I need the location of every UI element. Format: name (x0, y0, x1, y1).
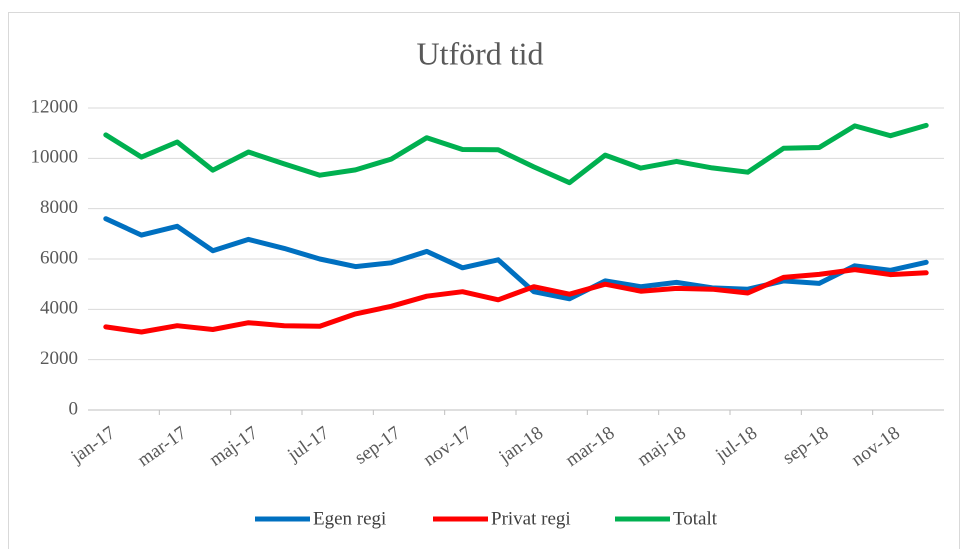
legend-label: Egen regi (313, 508, 386, 529)
y-tick-label: 0 (69, 398, 79, 419)
y-tick-label: 10000 (31, 147, 79, 168)
series-line (103, 267, 929, 335)
series-line (103, 216, 929, 302)
y-tick-label: 2000 (40, 348, 78, 369)
series-line (103, 122, 929, 186)
legend-label: Privat regi (491, 508, 571, 529)
y-tick-label: 4000 (40, 298, 78, 319)
chart-title: Utförd tid (416, 35, 543, 71)
legend-label: Totalt (673, 508, 718, 529)
y-tick-label: 12000 (31, 96, 79, 117)
y-tick-label: 6000 (40, 247, 78, 268)
y-tick-label: 8000 (40, 197, 78, 218)
